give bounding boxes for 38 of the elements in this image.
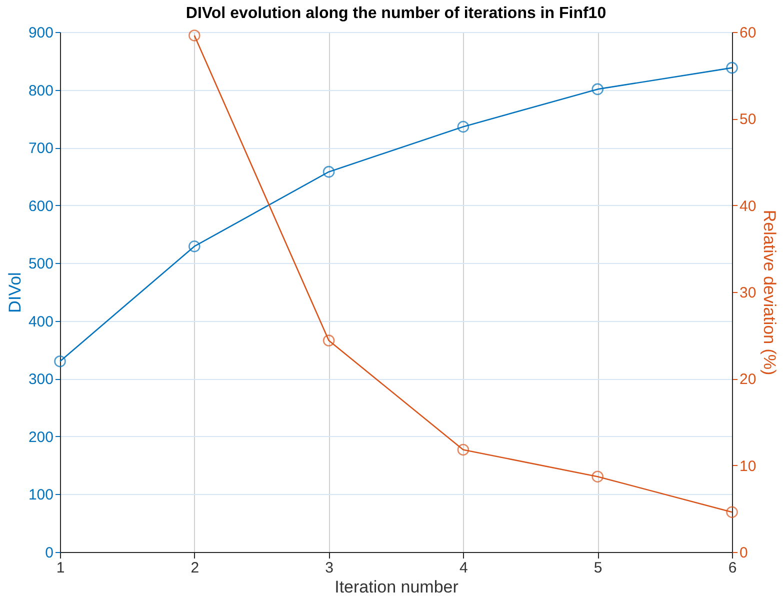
point — [322, 166, 335, 178]
chart-title: DIVol evolution along the number of iterations in Finf10 — [186, 5, 606, 22]
point — [188, 240, 200, 252]
x-tick-label: 4 — [460, 560, 468, 576]
point — [54, 355, 66, 368]
y-tick-label: 400 — [28, 313, 54, 330]
point — [726, 506, 738, 518]
y2-tick-label: 60 — [740, 24, 756, 42]
y-tick-label: 900 — [28, 24, 54, 42]
y-tick-label: 700 — [28, 140, 54, 158]
x-tick-label: 6 — [728, 560, 737, 576]
y-tick-label: 600 — [28, 198, 54, 215]
point — [188, 30, 200, 42]
y-tick-label: 200 — [28, 428, 54, 446]
point — [322, 334, 335, 346]
y-tick-label: 800 — [28, 82, 54, 100]
y-tick-label: 100 — [28, 486, 54, 504]
x-tick-label: 5 — [594, 560, 602, 576]
x-axis-title: Iteration number — [334, 578, 459, 596]
y2-tick-label: 50 — [740, 111, 756, 128]
x-tick-label: 3 — [325, 560, 334, 576]
y2-tick-label: 0 — [740, 544, 748, 562]
y-tick-label: 0 — [45, 544, 54, 562]
y2-tick-label: 20 — [740, 371, 756, 388]
point — [457, 444, 470, 456]
y-axis-title: DIVol — [5, 272, 24, 313]
point — [592, 83, 604, 96]
y-tick-label: 300 — [28, 371, 54, 388]
y2-tick-label: 40 — [740, 198, 756, 215]
y2-tick-label: 10 — [740, 458, 756, 475]
y2-axis-title: Relative deviation (%) — [760, 210, 780, 376]
point — [457, 120, 470, 133]
y2-tick-label: 30 — [740, 284, 756, 302]
point — [726, 62, 738, 74]
y-tick-label: 500 — [28, 256, 54, 273]
x-tick-label: 2 — [190, 560, 200, 576]
x-tick-label: 1 — [56, 560, 65, 576]
point — [592, 470, 604, 482]
